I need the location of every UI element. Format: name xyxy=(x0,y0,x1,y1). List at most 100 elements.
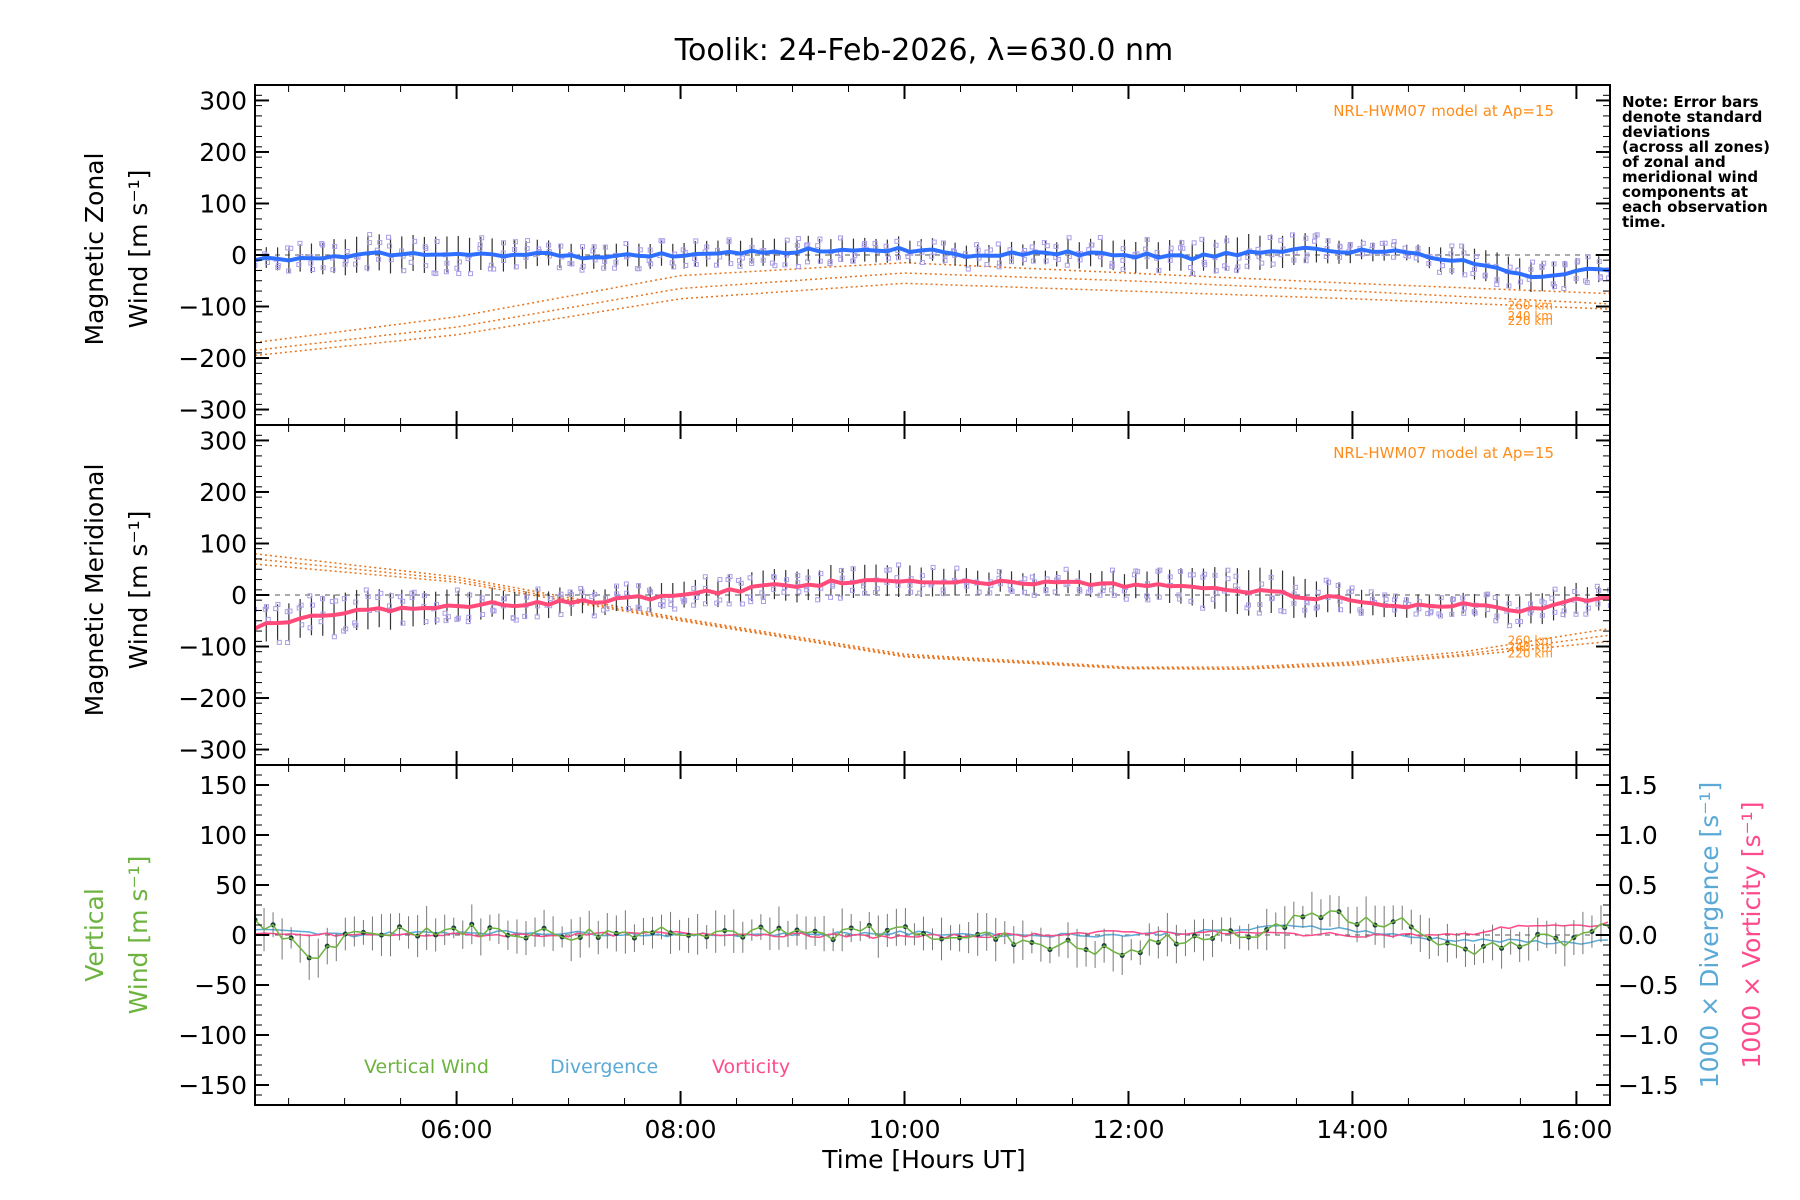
meridional-zone-point xyxy=(578,585,584,591)
zonal-zone-point xyxy=(1360,240,1366,246)
meridional-zone-point xyxy=(736,578,742,584)
zonal-zone-point xyxy=(468,271,474,277)
meridional-zone-point xyxy=(896,562,902,568)
meridional-zone-point xyxy=(1349,585,1355,591)
zonal-zone-point xyxy=(1143,246,1149,252)
meridional-zone-point xyxy=(490,607,496,613)
meridional-zone-point xyxy=(717,597,723,603)
meridional-zone-point xyxy=(375,595,381,601)
zonal-model-curve xyxy=(255,282,1610,357)
meridional-zone-point xyxy=(467,592,473,598)
zonal-ytick-label: −200 xyxy=(178,344,247,373)
zonal-zone-point xyxy=(637,247,643,253)
meridional-zone-point xyxy=(397,594,403,600)
note-line: Note: Error bars xyxy=(1622,93,1759,111)
meridional-zone-point xyxy=(479,595,485,601)
zonal-zone-point xyxy=(1167,257,1173,263)
zonal-zone-point xyxy=(648,261,654,267)
meridional-zone-point xyxy=(614,591,620,597)
vertical-ylabel-units: Wind [m s⁻¹] xyxy=(124,856,153,1015)
meridional-zone-point xyxy=(623,581,629,587)
zonal-zone-point xyxy=(1347,243,1353,249)
vertical-wind-line xyxy=(255,910,1610,959)
meridional-zone-point xyxy=(1392,607,1398,613)
meridional-zone-point xyxy=(1256,610,1262,616)
zonal-zone-point xyxy=(974,242,980,248)
y2tick-label: −1.5 xyxy=(1618,1071,1679,1100)
zonal-zone-point xyxy=(546,242,552,248)
zonal-zone-point xyxy=(1325,238,1331,244)
meridional-zone-point xyxy=(1052,589,1058,595)
zonal-zone-point xyxy=(1224,238,1230,244)
zonal-zone-point xyxy=(680,247,686,253)
zonal-zone-point xyxy=(1517,279,1523,285)
zonal-zone-point xyxy=(737,258,743,264)
zonal-zone-point xyxy=(942,257,948,263)
meridional-zone-point xyxy=(1461,610,1467,616)
meridional-zone-point xyxy=(804,587,810,593)
zonal-zone-point xyxy=(285,245,291,251)
zonal-zone-point xyxy=(1053,243,1059,249)
zonal-zone-point xyxy=(749,260,755,266)
meridional-zone-point xyxy=(1460,595,1466,601)
meridional-model-curve xyxy=(255,558,1610,670)
zonal-zone-point xyxy=(275,264,281,270)
meridional-zone-point xyxy=(1278,608,1284,614)
meridional-zone-point xyxy=(601,607,607,613)
meridional-zone-point xyxy=(1008,587,1014,593)
meridional-zone-point xyxy=(591,613,597,619)
meridional-ylabel: Magnetic Meridional xyxy=(80,464,109,717)
zonal-zone-point xyxy=(454,265,460,271)
vertical-ytick-label: 100 xyxy=(199,821,247,850)
note-line: denote standard xyxy=(1622,108,1762,126)
meridional-zone-point xyxy=(1210,596,1216,602)
meridional-zone-point xyxy=(1029,574,1035,580)
zonal-zone-point xyxy=(838,235,844,241)
zonal-zone-point xyxy=(1312,233,1318,239)
zonal-zone-point xyxy=(817,236,823,242)
vertical-plot-area xyxy=(255,891,1610,980)
zonal-zone-point xyxy=(1494,282,1500,288)
zonal-zone-point xyxy=(590,248,596,254)
meridional-zone-point xyxy=(285,640,291,646)
meridional-zone-point xyxy=(1323,577,1329,583)
zonal-zone-point xyxy=(602,258,608,264)
meridional-zone-point xyxy=(1167,574,1173,580)
meridional-zone-point xyxy=(614,583,620,589)
zonal-zone-point xyxy=(320,242,326,248)
meridional-zone-point xyxy=(1268,574,1274,580)
meridional-zone-point xyxy=(1244,605,1250,611)
zonal-zone-point xyxy=(1402,245,1408,251)
meridional-plot-area xyxy=(255,553,1610,670)
zonal-zone-point xyxy=(433,271,439,277)
meridional-zone-point xyxy=(1213,590,1219,596)
y2tick-label: 0.5 xyxy=(1618,871,1658,900)
meridional-zone-point xyxy=(748,594,754,600)
meridional-zone-point xyxy=(815,597,821,603)
meridional-zone-point xyxy=(691,585,697,591)
zonal-zone-point xyxy=(850,258,856,264)
zonal-zone-point xyxy=(1066,253,1072,259)
meridional-zone-point xyxy=(1131,572,1137,578)
meridional-zone-point xyxy=(1200,605,1206,611)
zonal-zone-point xyxy=(772,263,778,269)
zonal-zone-point xyxy=(255,262,258,268)
meridional-model-curve xyxy=(255,553,1610,668)
meridional-zone-point xyxy=(273,606,279,612)
zonal-zone-point xyxy=(1582,278,1588,284)
meridional-zone-point xyxy=(839,575,845,581)
meridional-zone-point xyxy=(262,606,268,612)
meridional-zone-point xyxy=(1123,596,1129,602)
meridional-zone-point xyxy=(625,605,631,611)
meridional-ytick-label: −300 xyxy=(178,736,247,765)
meridional-zone-point xyxy=(1527,610,1533,616)
meridional-zone-point xyxy=(1425,611,1431,617)
zonal-zone-point xyxy=(1303,235,1309,241)
meridional-zone-point xyxy=(318,619,324,625)
zonal-zone-point xyxy=(1561,286,1567,292)
meridional-zone-point xyxy=(795,580,801,586)
meridional-zone-point xyxy=(725,577,731,583)
meridional-zone-point xyxy=(862,590,868,596)
zonal-zone-point xyxy=(1303,258,1309,264)
